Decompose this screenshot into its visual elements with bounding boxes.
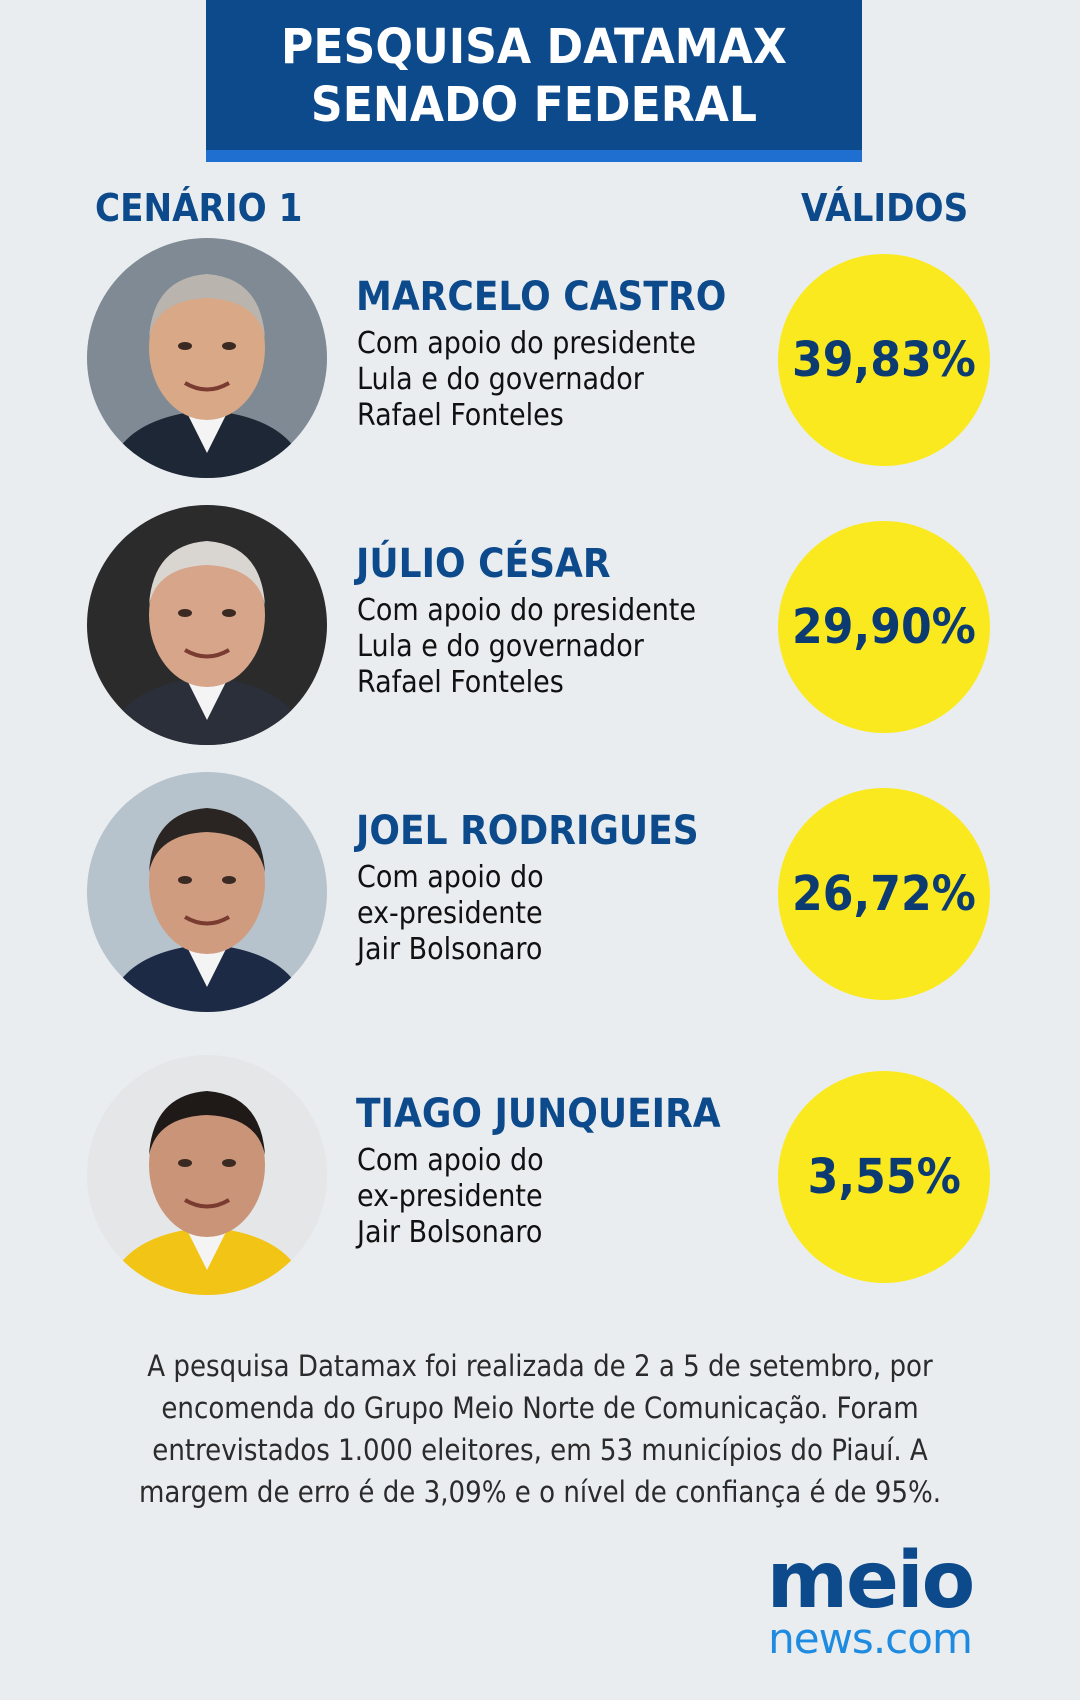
valid-votes-bubble: 29,90%	[778, 521, 990, 733]
valid-votes-bubble: 39,83%	[778, 254, 990, 466]
candidate-photo	[87, 238, 327, 478]
title-line-1: PESQUISA DATAMAX	[281, 19, 787, 75]
candidate-row: JÚLIO CÉSAR Com apoio do presidente Lula …	[0, 505, 1080, 745]
valid-votes-bubble: 3,55%	[778, 1071, 990, 1283]
valid-votes-bubble: 26,72%	[778, 788, 990, 1000]
valid-votes-value: 26,72%	[792, 866, 976, 922]
candidate-name: JOEL RODRIGUES	[356, 808, 699, 854]
scenario-heading: CENÁRIO 1	[95, 186, 303, 230]
valid-votes-value: 39,83%	[792, 332, 976, 388]
candidate-support: Com apoio do ex-presidente Jair Bolsonar…	[357, 860, 544, 967]
title-banner: PESQUISA DATAMAX SENADO FEDERAL	[206, 0, 862, 162]
title-line-2: SENADO FEDERAL	[310, 77, 758, 133]
logo-news-text: news.com	[768, 1614, 973, 1663]
candidate-row: JOEL RODRIGUES Com apoio do ex-presidente…	[0, 772, 1080, 1012]
candidate-photo	[87, 505, 327, 745]
candidate-row: TIAGO JUNQUEIRA Com apoio do ex-president…	[0, 1055, 1080, 1295]
candidate-support: Com apoio do ex-presidente Jair Bolsonar…	[357, 1143, 544, 1250]
candidate-support: Com apoio do presidente Lula e do govern…	[357, 326, 696, 433]
valid-votes-heading: VÁLIDOS	[801, 186, 969, 230]
valid-votes-value: 29,90%	[792, 599, 976, 655]
candidate-name: MARCELO CASTRO	[356, 274, 727, 320]
logo-meio-text: meio	[766, 1536, 976, 1626]
candidate-name: TIAGO JUNQUEIRA	[356, 1091, 721, 1137]
candidate-photo	[87, 1055, 327, 1295]
candidate-name: JÚLIO CÉSAR	[356, 541, 611, 587]
meionews-logo[interactable]: meio news.com	[755, 1536, 985, 1663]
candidate-row: MARCELO CASTRO Com apoio do presidente Lu…	[0, 238, 1080, 478]
candidate-photo	[87, 772, 327, 1012]
methodology-note: A pesquisa Datamax foi realizada de 2 a …	[138, 1349, 942, 1509]
candidate-support: Com apoio do presidente Lula e do govern…	[357, 593, 696, 700]
valid-votes-value: 3,55%	[807, 1149, 961, 1205]
